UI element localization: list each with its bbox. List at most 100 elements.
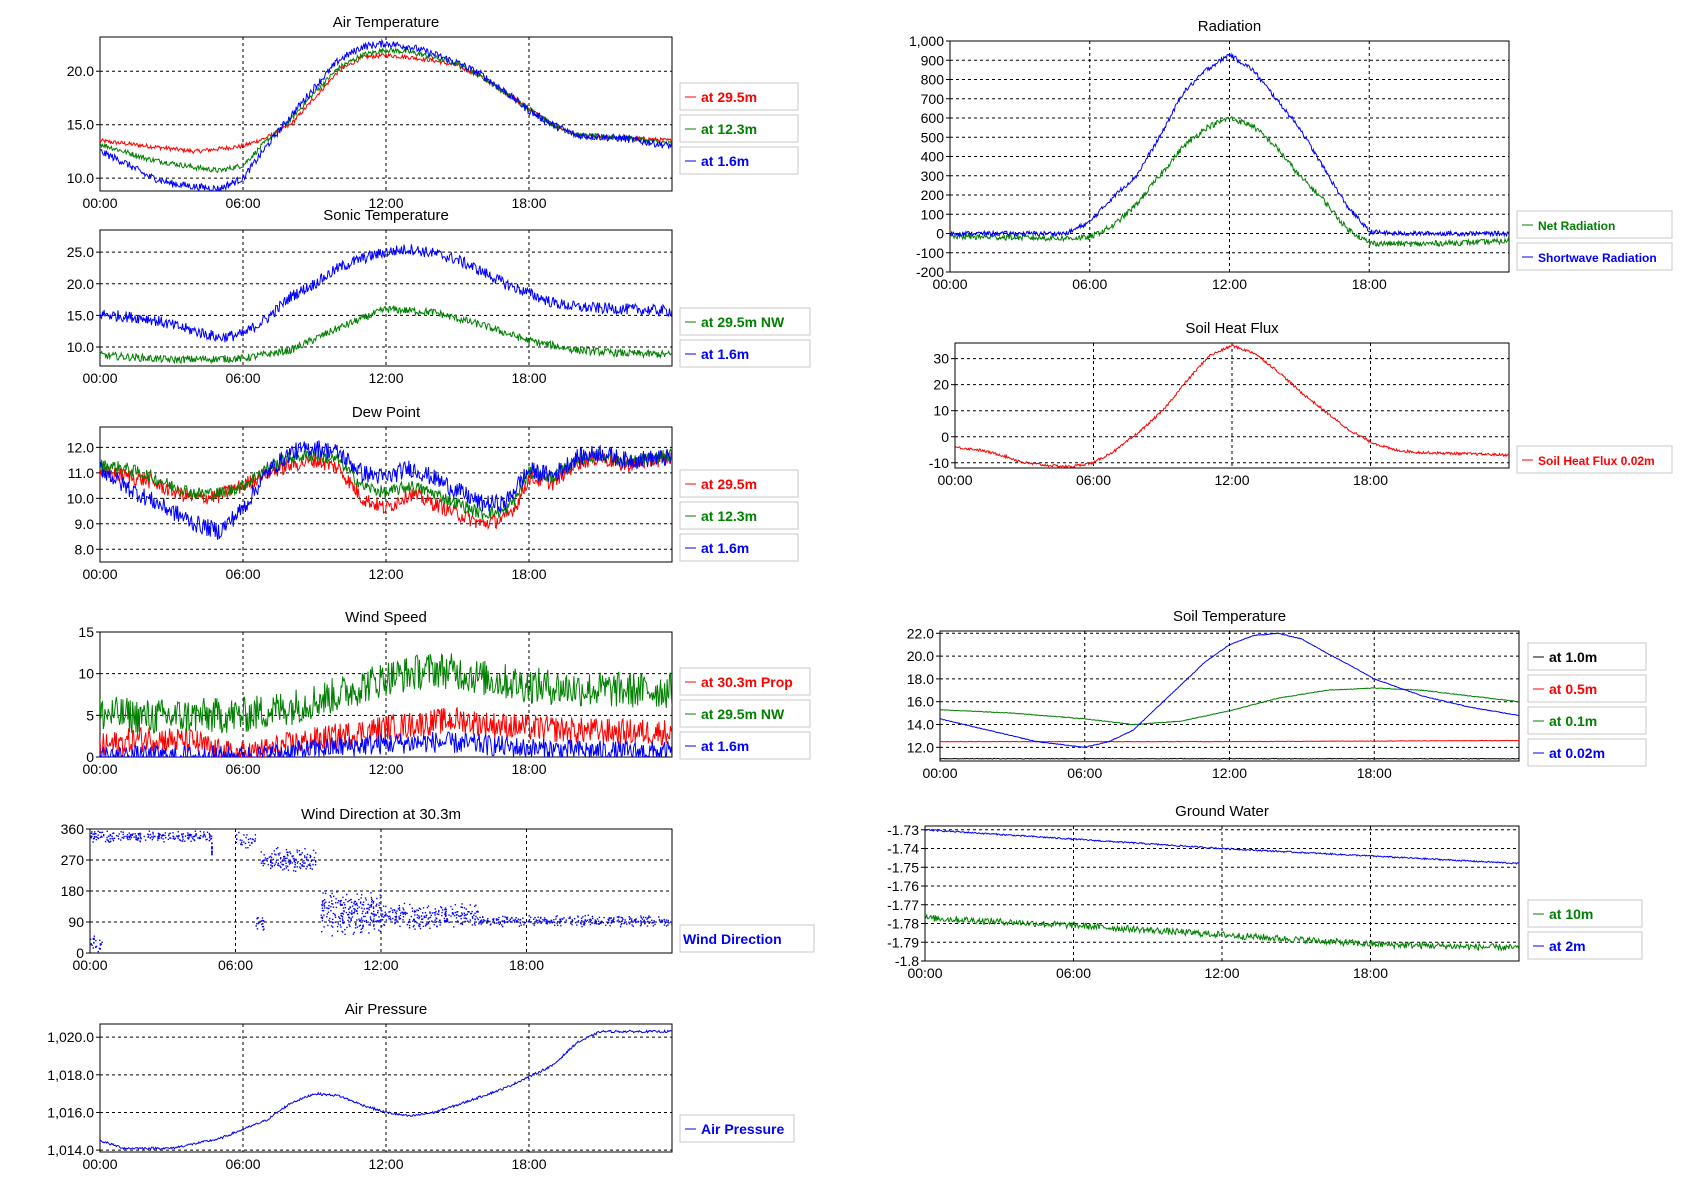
data-point [277,864,280,867]
data-point [95,946,97,948]
data-point [391,909,394,911]
data-point [344,933,346,935]
data-point [536,919,539,922]
data-point [461,922,463,925]
data-point [632,921,634,923]
legend-label: at 12.3m [701,121,757,137]
data-point [351,910,353,912]
data-point [130,835,132,837]
data-point [199,837,202,840]
data-point [278,854,280,856]
data-point [370,896,373,899]
data-point [95,838,98,841]
data-point [416,922,418,924]
data-point [344,904,346,906]
data-point [546,923,548,925]
data-point [340,899,343,902]
data-point [122,833,124,836]
data-point [358,898,360,901]
data-point [389,917,392,919]
data-point [325,890,328,892]
data-point [421,912,424,914]
legend-label: at 29.5m NW [701,314,785,330]
data-point [208,839,210,842]
data-point [302,865,304,867]
data-point [91,835,93,838]
data-point [605,924,607,926]
data-point [247,846,249,849]
data-point [395,916,397,919]
data-point [256,917,259,919]
data-point [398,909,401,911]
data-point [664,922,667,924]
legend-entry: at 1.0m [1527,642,1647,671]
data-point [100,943,103,945]
data-point [665,925,668,927]
data-point [477,911,479,913]
data-point [376,920,378,922]
data-point [528,919,531,921]
air-pressure-chart: Air Pressure 00:00 06:00 12:00 18:00 1,014.0 1… [47,1001,795,1172]
data-point [477,918,480,921]
data-point [291,862,293,864]
data-point [647,920,649,923]
data-point [429,912,431,914]
data-point [345,911,348,914]
data-point [139,833,142,835]
data-point [286,851,288,854]
data-point [408,920,410,922]
data-point [648,922,650,924]
data-point [113,832,115,834]
data-point [383,923,385,926]
data-point [91,944,93,947]
data-point [594,922,596,925]
data-point [362,919,364,922]
data-point [129,833,132,836]
data-point [324,907,326,909]
data-point [331,892,333,895]
data-point [267,863,269,866]
y-tick-label: 9.0 [75,516,95,532]
data-point [334,916,337,919]
data-point [306,853,309,856]
data-point [164,837,167,839]
data-point [334,921,337,923]
data-point [589,920,592,922]
data-point [304,855,306,857]
series-line-0 [100,1029,672,1151]
data-point [523,922,526,924]
data-point [361,907,363,909]
data-point [550,919,553,922]
data-point [464,917,467,919]
data-point [93,837,95,839]
data-point [364,915,366,918]
data-point [402,911,404,914]
data-point [388,918,390,920]
data-point [498,916,500,919]
data-point [270,867,272,870]
data-point [545,920,547,923]
data-point [296,862,299,864]
data-point [273,864,276,867]
data-point [457,920,459,922]
data-point [454,904,457,906]
data-point [360,919,362,921]
data-point [305,858,308,860]
data-point [203,834,205,836]
data-point [493,918,495,920]
data-point [209,834,211,837]
data-point [583,921,585,923]
data-point [359,924,362,927]
data-point [437,911,440,913]
data-point [361,927,364,929]
data-point [461,923,464,926]
legend-entry: at 30.3m Prop [679,667,811,696]
data-point [339,920,341,922]
data-point [463,914,466,917]
data-point [343,902,345,904]
data-point [413,911,416,913]
data-point [320,914,322,916]
data-point [559,918,562,921]
data-point [96,836,99,839]
data-point [589,918,592,920]
